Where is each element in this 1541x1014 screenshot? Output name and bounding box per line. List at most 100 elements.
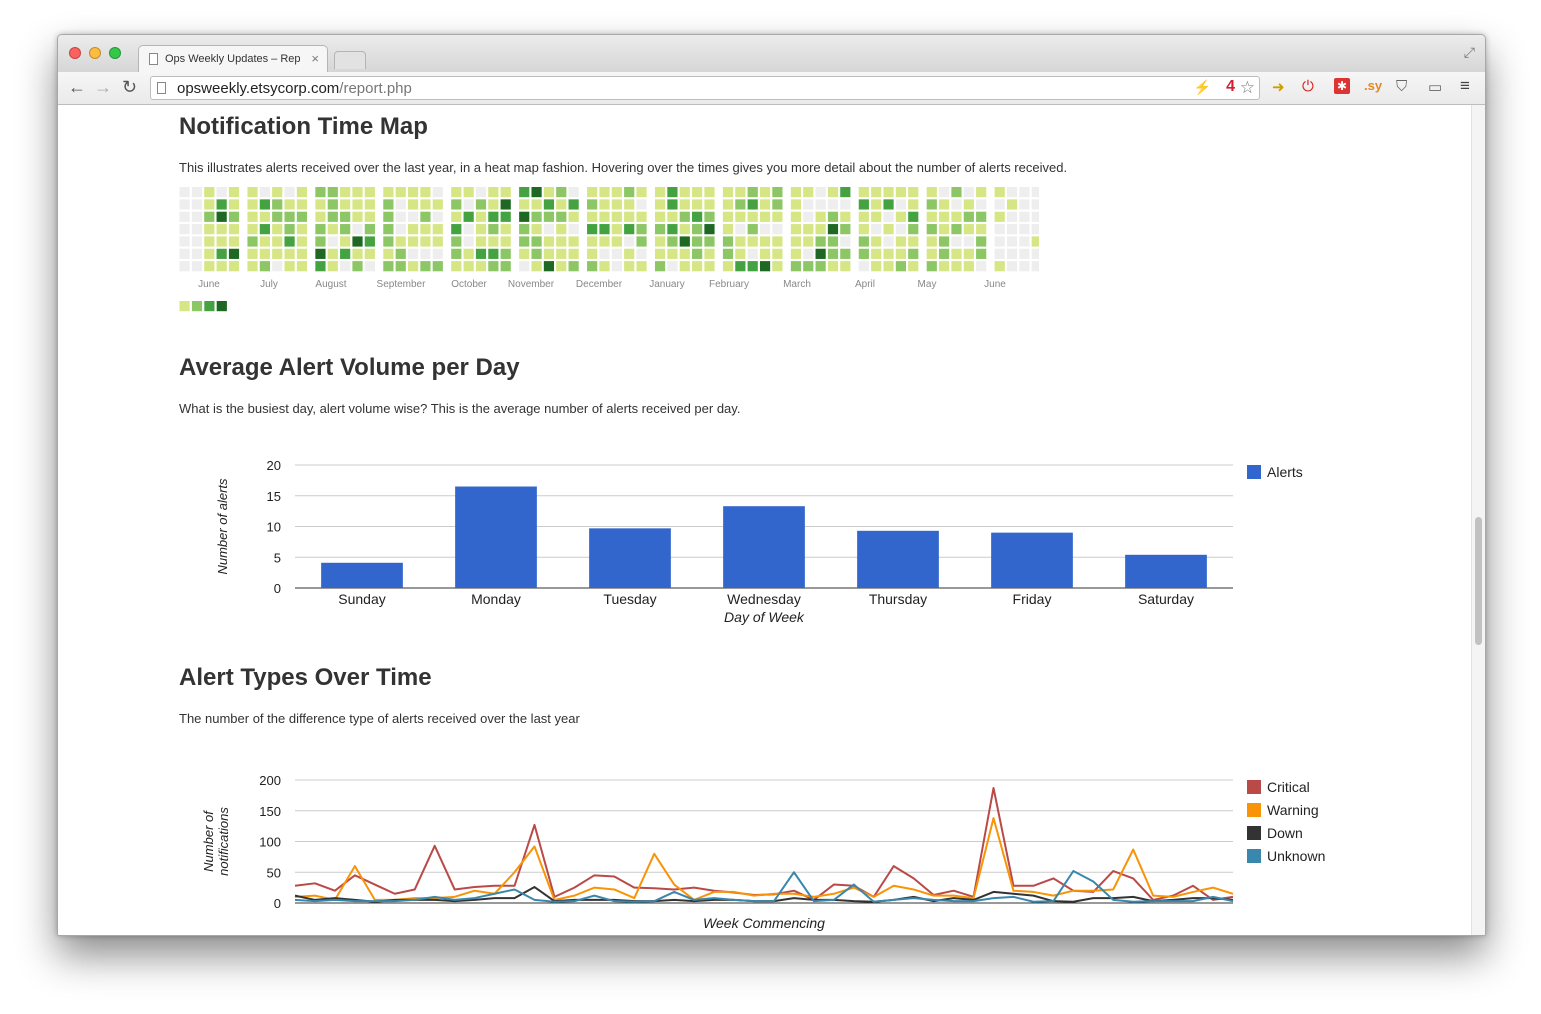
heatmap-cell[interactable] bbox=[908, 261, 919, 272]
heatmap-cell[interactable] bbox=[790, 224, 802, 235]
heatmap-cell[interactable] bbox=[692, 199, 703, 210]
heatmap-cell[interactable] bbox=[636, 187, 647, 198]
heatmap-cell[interactable] bbox=[556, 187, 567, 198]
menu-icon[interactable]: ≡ bbox=[1460, 76, 1470, 95]
heatmap-cell[interactable] bbox=[327, 211, 338, 222]
heatmap-cell[interactable] bbox=[420, 224, 431, 235]
heatmap-cell[interactable] bbox=[963, 224, 974, 235]
heatmap-cell[interactable] bbox=[340, 236, 351, 247]
heatmap-cell[interactable] bbox=[352, 187, 363, 198]
heatmap-cell[interactable] bbox=[420, 236, 431, 247]
heatmap-cell[interactable] bbox=[432, 261, 443, 272]
heatmap-cell[interactable] bbox=[772, 211, 783, 222]
heatmap-cell[interactable] bbox=[383, 187, 394, 198]
heatmap-cell[interactable] bbox=[228, 187, 240, 198]
heatmap-cell[interactable] bbox=[272, 199, 283, 210]
heatmap-cell[interactable] bbox=[259, 248, 270, 259]
heatmap-cell[interactable] bbox=[654, 224, 666, 235]
heatmap-cell[interactable] bbox=[759, 224, 771, 235]
heatmap-cell[interactable] bbox=[654, 261, 666, 272]
series-line-critical[interactable] bbox=[294, 786, 1234, 901]
heatmap-cell[interactable] bbox=[840, 236, 851, 247]
heatmap-cell[interactable] bbox=[772, 187, 783, 198]
heatmap-cell[interactable] bbox=[939, 261, 950, 272]
heatmap-cell[interactable] bbox=[272, 187, 283, 198]
heatmap-cell[interactable] bbox=[488, 236, 499, 247]
heatmap-cell[interactable] bbox=[488, 187, 499, 198]
heatmap-cell[interactable] bbox=[994, 248, 1005, 259]
heatmap-cell[interactable] bbox=[500, 236, 511, 247]
heatmap-cell[interactable] bbox=[395, 261, 406, 272]
heatmap-cell[interactable] bbox=[895, 224, 906, 235]
heatmap-cell[interactable] bbox=[611, 248, 622, 259]
heatmap-cell[interactable] bbox=[1031, 211, 1042, 222]
heatmap-cell[interactable] bbox=[420, 248, 431, 259]
heatmap-cell[interactable] bbox=[599, 187, 610, 198]
heatmap-cell[interactable] bbox=[624, 236, 635, 247]
heatmap-cell[interactable] bbox=[951, 261, 962, 272]
heatmap-cell[interactable] bbox=[296, 199, 308, 210]
heatmap-cell[interactable] bbox=[692, 211, 703, 222]
heatmap-cell[interactable] bbox=[840, 199, 851, 210]
heatmap-cell[interactable] bbox=[667, 248, 678, 259]
heatmap-cell[interactable] bbox=[519, 187, 530, 198]
heatmap-cell[interactable] bbox=[204, 199, 215, 210]
heatmap-cell[interactable] bbox=[963, 248, 974, 259]
heatmap-cell[interactable] bbox=[667, 224, 678, 235]
heatmap-cell[interactable] bbox=[432, 224, 443, 235]
heatmap-cell[interactable] bbox=[994, 187, 1005, 198]
heatmap-cell[interactable] bbox=[296, 261, 308, 272]
heatmap-cell[interactable] bbox=[735, 248, 746, 259]
new-tab-button[interactable] bbox=[334, 51, 366, 69]
heatmap-cell[interactable] bbox=[556, 261, 567, 272]
heatmap-cell[interactable] bbox=[284, 211, 295, 222]
heatmap-cell[interactable] bbox=[871, 261, 882, 272]
heatmap-cell[interactable] bbox=[735, 261, 746, 272]
heatmap-cell[interactable] bbox=[340, 261, 351, 272]
heatmap-cell[interactable] bbox=[531, 211, 542, 222]
heatmap-cell[interactable] bbox=[611, 187, 622, 198]
heatmap-cell[interactable] bbox=[994, 211, 1005, 222]
heatmap-cell[interactable] bbox=[926, 187, 937, 198]
forward-arrow-icon[interactable]: → bbox=[94, 77, 112, 97]
heatmap-cell[interactable] bbox=[247, 261, 258, 272]
heatmap-cell[interactable] bbox=[315, 248, 326, 259]
heatmap-cell[interactable] bbox=[667, 199, 678, 210]
heatmap-cell[interactable] bbox=[926, 211, 937, 222]
heatmap-cell[interactable] bbox=[951, 224, 962, 235]
heatmap-cell[interactable] bbox=[364, 236, 375, 247]
heatmap-cell[interactable] bbox=[451, 236, 462, 247]
heatmap-cell[interactable] bbox=[543, 261, 555, 272]
heatmap-cell[interactable] bbox=[247, 211, 258, 222]
heatmap-cell[interactable] bbox=[228, 261, 240, 272]
heatmap-cell[interactable] bbox=[976, 224, 987, 235]
heatmap-cell[interactable] bbox=[976, 187, 987, 198]
heatmap-cell[interactable] bbox=[939, 248, 950, 259]
heatmap-cell[interactable] bbox=[407, 187, 419, 198]
heatmap-cell[interactable] bbox=[704, 261, 715, 272]
heatmap-cell[interactable] bbox=[191, 224, 203, 235]
heatmap-cell[interactable] bbox=[871, 236, 882, 247]
heatmap-cell[interactable] bbox=[284, 248, 295, 259]
reload-icon[interactable]: ↻ bbox=[122, 77, 138, 97]
bookmark-star-icon[interactable]: ☆ bbox=[1239, 78, 1255, 97]
heatmap-cell[interactable] bbox=[895, 248, 906, 259]
heatmap-cell[interactable] bbox=[654, 211, 666, 222]
heatmap-cell[interactable] bbox=[475, 248, 487, 259]
series-line-unknown[interactable] bbox=[294, 870, 1234, 903]
heatmap-cell[interactable] bbox=[259, 224, 270, 235]
heatmap-cell[interactable] bbox=[939, 211, 950, 222]
heatmap-cell[interactable] bbox=[963, 261, 974, 272]
heatmap-cell[interactable] bbox=[815, 187, 826, 198]
heatmap-cell[interactable] bbox=[803, 248, 814, 259]
heatmap-cell[interactable] bbox=[475, 187, 487, 198]
heatmap-cell[interactable] bbox=[568, 248, 579, 259]
heatmap-cell[interactable] bbox=[939, 199, 950, 210]
heatmap-cell[interactable] bbox=[272, 211, 283, 222]
heatmap-cell[interactable] bbox=[858, 211, 869, 222]
heatmap-cell[interactable] bbox=[327, 236, 338, 247]
heatmap-cell[interactable] bbox=[679, 199, 690, 210]
heatmap-cell[interactable] bbox=[568, 187, 579, 198]
heatmap-cell[interactable] bbox=[692, 261, 703, 272]
heatmap-cell[interactable] bbox=[994, 224, 1005, 235]
